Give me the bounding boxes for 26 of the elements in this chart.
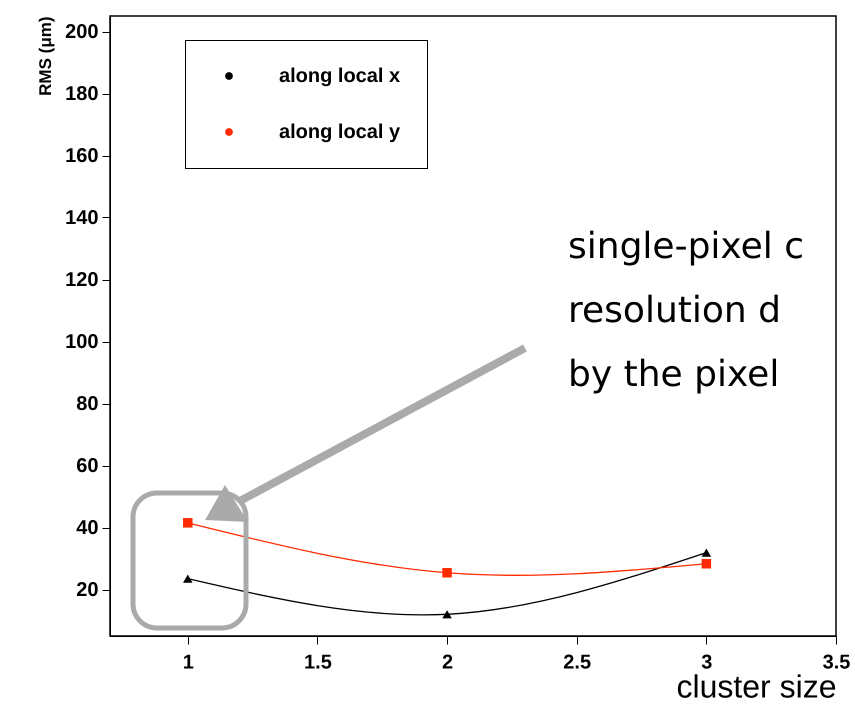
point: [183, 518, 193, 528]
y-tick-label: 180: [65, 83, 98, 105]
x-tick-label: 2: [442, 652, 454, 674]
legend-label: along local x: [279, 65, 400, 87]
annotation: by the pixel: [568, 354, 780, 395]
y-tick-label: 120: [65, 269, 98, 291]
y-tick-label: 60: [76, 455, 98, 477]
point: [442, 568, 452, 578]
point: [702, 559, 712, 569]
annotation: single-pixel c: [568, 226, 804, 267]
y-tick-label: 80: [76, 393, 98, 415]
y-tick-label: 20: [76, 579, 98, 601]
y-axis-title: RMS (μm): [36, 16, 56, 96]
x-tick-label: 1.5: [304, 652, 332, 674]
y-tick-label: 100: [65, 331, 98, 353]
y-tick-label: 40: [76, 517, 98, 539]
legend-label: along local y: [279, 121, 402, 143]
point: [702, 548, 712, 557]
x-tick-label: 2.5: [563, 652, 592, 674]
x-tick-label: 1: [182, 652, 194, 674]
y-tick-label: 140: [65, 207, 98, 229]
annotation: resolution d: [568, 290, 782, 331]
y-tick-label: 200: [65, 21, 98, 43]
point: [183, 574, 193, 583]
point: [442, 610, 452, 618]
y-tick-label: 160: [65, 145, 98, 167]
